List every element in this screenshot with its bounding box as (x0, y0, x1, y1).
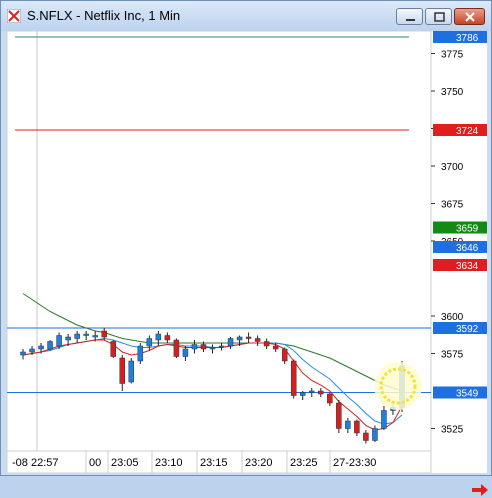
price-marker-label: 3592 (456, 324, 479, 335)
chart-app-icon (7, 9, 21, 23)
candle-body[interactable] (92, 335, 98, 338)
candle-body[interactable] (20, 351, 26, 356)
candle-body[interactable] (191, 344, 198, 350)
title-bar[interactable]: S.NFLX - Netflix Inc, 1 Min (1, 1, 491, 31)
candle-body[interactable] (281, 348, 288, 362)
moving-average-green (22, 293, 403, 392)
price-marker-box (433, 322, 487, 334)
price-marker-box (433, 31, 487, 43)
minimize-icon (406, 19, 415, 21)
candle-body[interactable] (299, 392, 306, 396)
price-marker-box (433, 124, 487, 136)
candle-body[interactable] (164, 335, 171, 341)
price-marker-label: 3646 (456, 243, 479, 254)
price-tick-label: 3775 (441, 50, 464, 61)
candle-body[interactable] (218, 345, 225, 348)
candle-body[interactable] (29, 348, 35, 353)
candle-body[interactable] (336, 402, 342, 429)
window-title: S.NFLX - Netflix Inc, 1 Min (27, 8, 181, 23)
maximize-button[interactable] (425, 8, 452, 25)
candle-body[interactable] (345, 420, 351, 429)
candle-body[interactable] (245, 336, 252, 339)
candle-body[interactable] (74, 333, 80, 339)
time-tick-label: 00 (89, 457, 101, 469)
time-tick-label: 23:25 (290, 457, 318, 469)
time-tick-label: 23:20 (245, 457, 273, 469)
candle-body[interactable] (372, 428, 378, 441)
time-tick-label: 23:05 (111, 457, 139, 469)
horizontal-lines[interactable] (7, 36, 431, 393)
candle-body[interactable] (254, 338, 261, 342)
price-tick-label: 3575 (441, 350, 464, 361)
candle-body[interactable] (263, 341, 270, 347)
candle-body[interactable] (363, 432, 369, 441)
price-marker-label: 3634 (456, 261, 479, 272)
close-button[interactable] (454, 8, 485, 25)
candle-body[interactable] (65, 336, 71, 341)
price-chart[interactable]: 377537503725370036753650360035753525 378… (6, 30, 487, 474)
time-tick-label: 23:15 (200, 457, 228, 469)
time-axis: -08 22:57 00 23:05 23:10 23:15 23:20 23:25 27-2… (12, 451, 376, 473)
candle-body[interactable] (227, 338, 234, 347)
price-marker-label: 3786 (456, 33, 479, 44)
time-tick-label: -08 22:57 (12, 457, 58, 469)
price-marker-box (433, 386, 487, 399)
price-tick-label: 3700 (441, 162, 464, 173)
candle-body[interactable] (182, 348, 189, 357)
price-marker-label: 3659 (456, 224, 479, 235)
maximize-icon (434, 12, 445, 22)
price-markers: 3786 3724 3659 3646 3634 3592 3549 (433, 31, 487, 400)
candle-body[interactable] (381, 410, 387, 429)
candle-body[interactable] (38, 345, 44, 350)
candle-body[interactable] (56, 335, 62, 347)
minimize-button[interactable] (396, 8, 423, 25)
candle-body[interactable] (83, 333, 89, 336)
candle-body[interactable] (272, 345, 279, 350)
time-tick-label: 23:10 (155, 457, 183, 469)
price-marker-label: 3549 (456, 389, 479, 400)
candle-body[interactable] (155, 333, 162, 341)
candle-body[interactable] (47, 341, 53, 350)
candle-body[interactable] (327, 393, 333, 404)
price-marker-label: 3724 (456, 126, 479, 137)
candle-body[interactable] (119, 357, 126, 384)
candle-body[interactable] (146, 338, 153, 347)
candle-body[interactable] (354, 420, 360, 434)
chart-area[interactable]: 377537503725370036753650360035753525 378… (6, 30, 488, 496)
candle-body[interactable] (137, 345, 144, 362)
price-tick-label: 3675 (441, 200, 464, 211)
candle-body[interactable] (318, 390, 324, 395)
candle-body[interactable] (236, 336, 243, 341)
candle-body[interactable] (173, 339, 180, 357)
candle-body[interactable] (110, 341, 116, 357)
price-marker-box (433, 259, 487, 271)
price-tick-label: 3750 (441, 87, 464, 98)
price-tick-label: 3600 (441, 312, 464, 323)
last-price-glow (374, 362, 422, 410)
scroll-right-icon[interactable] (470, 482, 490, 498)
candle-body[interactable] (128, 360, 135, 383)
close-icon (465, 12, 475, 22)
time-tick-label: 27-23:30 (333, 457, 376, 469)
price-marker-box (433, 241, 487, 253)
candle-body[interactable] (200, 344, 207, 350)
candle-body[interactable] (209, 347, 216, 350)
candle-body[interactable] (290, 360, 297, 396)
price-marker-box (433, 221, 487, 234)
price-tick-label: 3525 (441, 425, 464, 436)
candle-body[interactable] (309, 390, 315, 393)
candle-body[interactable] (101, 330, 107, 338)
